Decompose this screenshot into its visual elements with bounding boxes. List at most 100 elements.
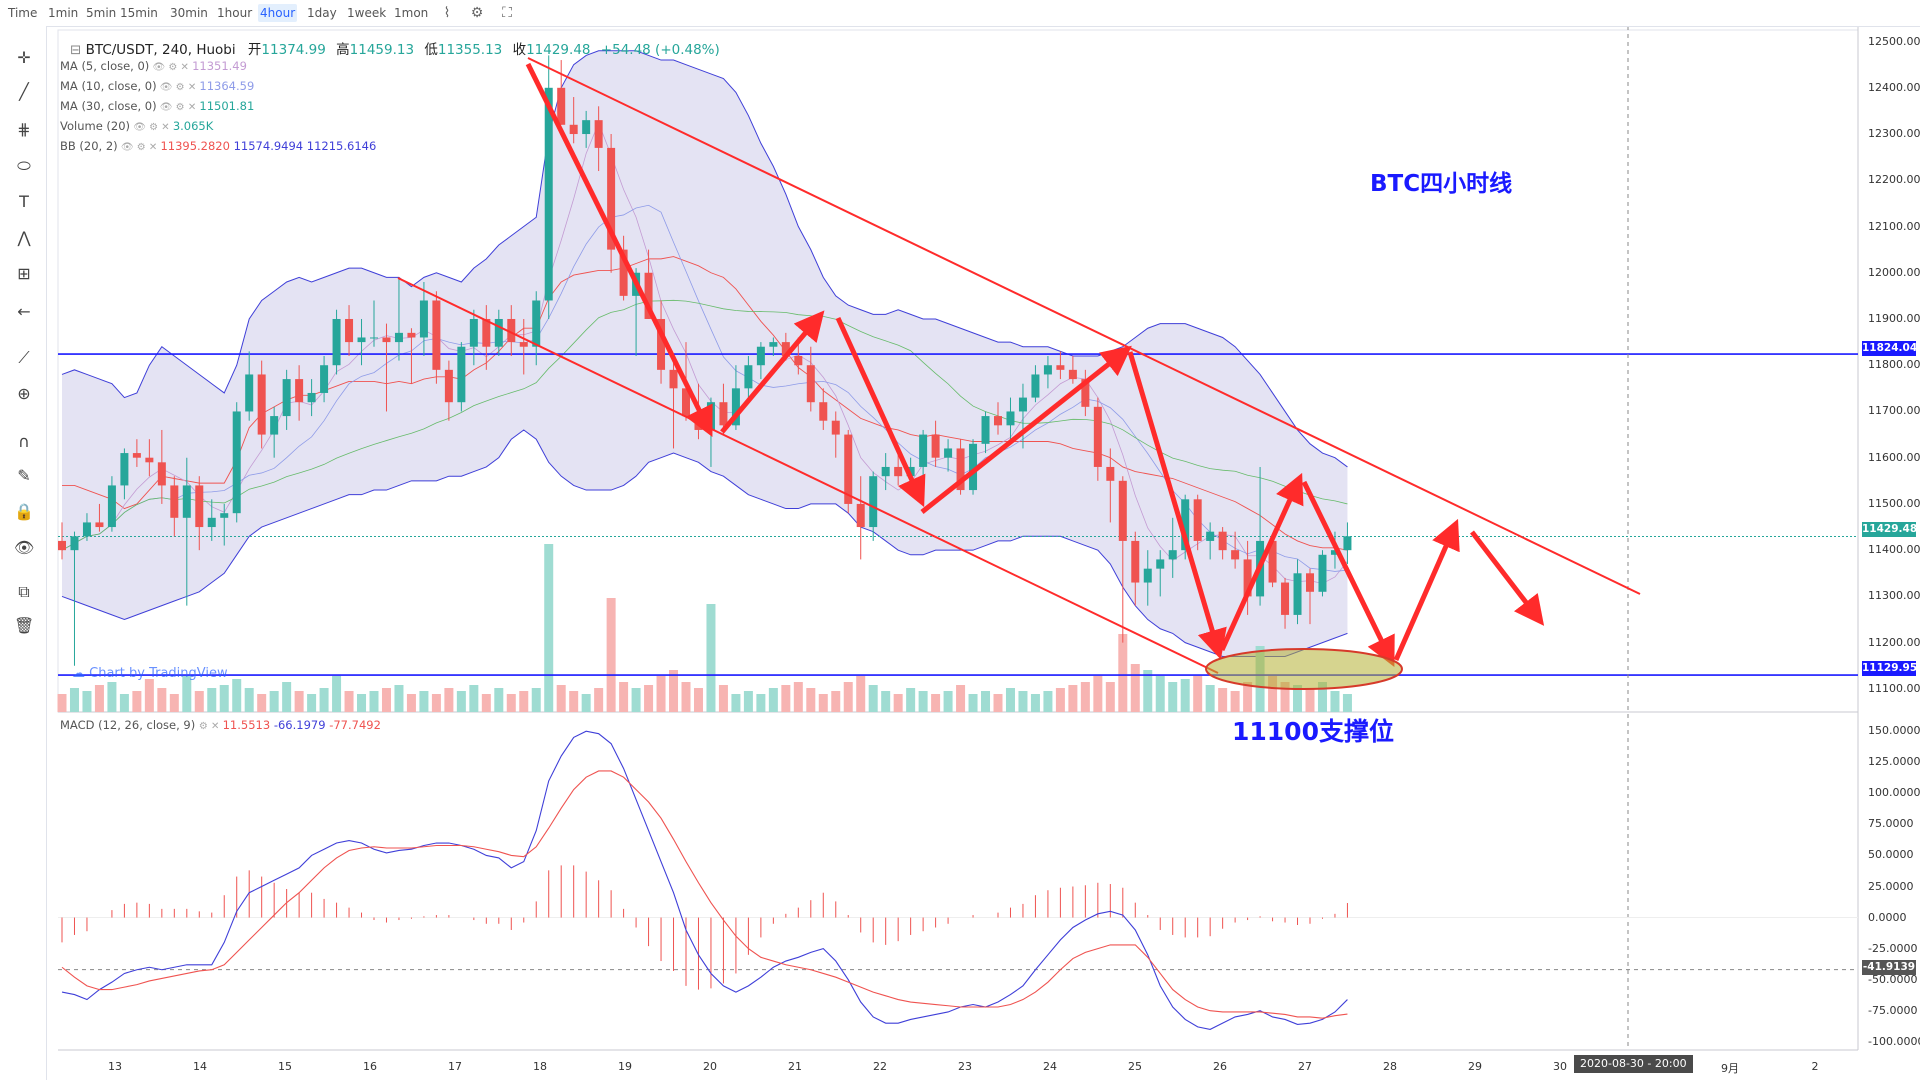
price-tick-label: 11800.00 <box>1868 358 1920 372</box>
candle <box>207 517 216 528</box>
candle <box>944 448 953 458</box>
crosshair-icon[interactable]: ✛ <box>17 48 31 67</box>
indicator-controls-icon[interactable]: 👁 ⚙ ✕ <box>130 122 173 133</box>
fib-icon[interactable]: ⋕ <box>17 120 31 139</box>
candle <box>1168 550 1177 560</box>
timeframe-5min[interactable]: 5min <box>86 6 117 20</box>
ruler-icon[interactable]: ⟋ <box>18 348 30 367</box>
candle <box>1330 550 1339 555</box>
timeframe-4hour[interactable]: 4hour <box>258 4 298 22</box>
candle <box>345 318 354 343</box>
timeframe-1hour[interactable]: 1hour <box>217 6 253 20</box>
symbol-label[interactable]: BTC/USDT, 240, Huobi <box>85 42 236 58</box>
candle <box>794 355 803 366</box>
volume-bar <box>1080 682 1090 712</box>
candle <box>1068 369 1077 380</box>
candle <box>856 503 865 528</box>
trend-arrow <box>1301 480 1395 667</box>
candle <box>382 337 391 343</box>
candle <box>1093 406 1102 467</box>
macd-name[interactable]: MACD (12, 26, close, 9) <box>60 718 196 732</box>
candle <box>407 332 416 338</box>
shape-icon[interactable]: ⬭ <box>17 156 31 175</box>
pattern-icon[interactable]: ⋀ <box>17 228 31 247</box>
indicator-name[interactable]: BB (20, 2) <box>60 139 118 153</box>
timeframe-1day[interactable]: 1day <box>307 6 337 20</box>
macd-line <box>61 730 1348 1030</box>
candle <box>394 332 403 343</box>
macd-settings-icon[interactable]: ⚙ ✕ <box>198 721 223 732</box>
time-tick-label: 13 <box>108 1060 122 1073</box>
indicator-name[interactable]: MA (30, close, 0) <box>60 99 157 113</box>
high-label: 高 <box>336 42 350 58</box>
candle <box>557 87 566 125</box>
indicator-name[interactable]: Volume (20) <box>60 119 131 133</box>
volume-bar <box>1055 688 1065 712</box>
indicator-controls-icon[interactable]: 👁 ⚙ ✕ <box>156 102 200 113</box>
lock-draw-icon[interactable]: ✎ <box>17 466 31 485</box>
text-icon[interactable]: T <box>19 192 29 211</box>
candle <box>1293 573 1302 615</box>
tradingview-watermark[interactable]: ☁ Chart by TradingView <box>72 666 228 681</box>
lock-icon[interactable]: 🔒 <box>14 502 34 521</box>
volume-bar <box>169 694 179 712</box>
candle <box>881 466 890 477</box>
volume-bar <box>456 691 466 712</box>
time-tick-label: 14 <box>193 1060 207 1073</box>
volume-bar <box>1230 691 1240 712</box>
indicator-legend-4: BB (20, 2) 👁 ⚙ ✕ 11395.2820 11574.9494 1… <box>60 139 376 153</box>
trash-icon[interactable]: 🗑 <box>14 616 35 635</box>
trend-arrow <box>1219 472 1304 652</box>
fullscreen-icon[interactable]: ⛶ <box>502 5 512 21</box>
volume-bar <box>257 694 267 712</box>
macd-value: -77.7492 <box>329 718 381 732</box>
timeframe-1min[interactable]: 1min <box>48 6 79 20</box>
timeframe-1mon[interactable]: 1mon <box>394 6 429 20</box>
high-value: 11459.13 <box>349 42 415 58</box>
candle <box>132 453 141 458</box>
volume-bar <box>1268 676 1278 712</box>
candle <box>969 443 978 491</box>
magnet-icon[interactable]: ∩ <box>18 432 30 451</box>
timeframe-15min[interactable]: 15min <box>120 6 158 20</box>
macd-value: 11.5513 <box>222 718 274 732</box>
indicator-controls-icon[interactable]: 👁 ⚙ ✕ <box>149 62 193 73</box>
candle <box>682 388 690 417</box>
candle <box>619 249 628 296</box>
candle <box>769 342 778 347</box>
volume-bar <box>1193 676 1203 712</box>
indicator-name[interactable]: MA (10, close, 0) <box>60 79 157 93</box>
measure-icon[interactable]: ⊞ <box>17 264 31 283</box>
volume-bar <box>943 691 953 712</box>
volume-bar <box>144 679 154 712</box>
trend-line-icon[interactable]: ╱ <box>19 82 29 101</box>
eye-icon[interactable]: 👁 <box>14 538 35 557</box>
volume-bar <box>107 682 117 712</box>
zoom-icon[interactable]: ⊕ <box>17 384 31 403</box>
indicator-name[interactable]: MA (5, close, 0) <box>60 59 150 73</box>
candle <box>919 434 928 467</box>
indicator-controls-icon[interactable]: 👁 ⚙ ✕ <box>156 82 200 93</box>
macd-tick-label: -25.0000 <box>1868 941 1918 955</box>
timeframe-1week[interactable]: 1week <box>347 6 387 20</box>
legend-collapse-icon[interactable]: ⊟ <box>70 42 86 58</box>
volume-bar <box>956 685 966 712</box>
volume-bar <box>82 691 92 712</box>
candle <box>58 540 66 551</box>
indicator-icon[interactable]: ⌇ <box>443 5 451 21</box>
candle <box>582 120 591 135</box>
timeframe-time[interactable]: Time <box>8 6 38 20</box>
candle <box>494 318 503 347</box>
layers-icon[interactable]: ⧉ <box>18 582 30 601</box>
settings-icon[interactable]: ⚙ <box>470 5 484 21</box>
candle <box>1031 374 1040 398</box>
price-tick-label: 12400.00 <box>1868 80 1920 94</box>
volume-bar <box>1342 694 1352 712</box>
volume-bar <box>1143 670 1153 712</box>
back-arrow-icon[interactable]: ← <box>17 302 31 321</box>
timeframe-30min[interactable]: 30min <box>170 6 208 20</box>
indicator-controls-icon[interactable]: 👁 ⚙ ✕ <box>117 142 161 153</box>
candle <box>182 485 191 518</box>
bb-basis-line <box>62 256 1348 551</box>
